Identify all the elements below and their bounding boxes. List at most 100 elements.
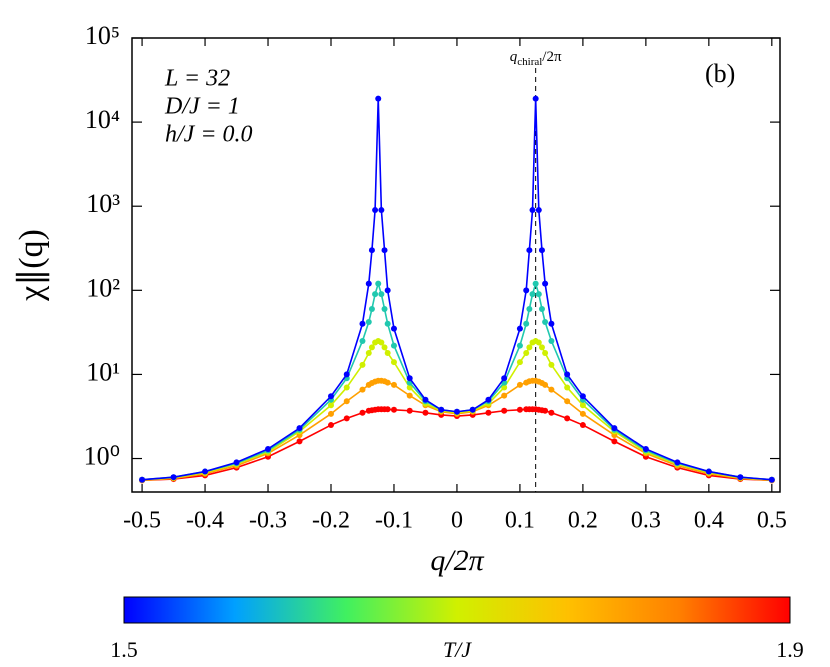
- x-tick-label: -0.2: [312, 508, 350, 534]
- series-marker: [501, 384, 508, 391]
- series-marker: [390, 325, 397, 332]
- series-marker: [438, 406, 445, 413]
- series-marker: [564, 371, 571, 378]
- series-marker: [170, 474, 177, 481]
- series-marker: [406, 392, 413, 399]
- series-marker: [485, 396, 492, 403]
- series-marker: [579, 422, 586, 429]
- series-marker: [381, 305, 388, 312]
- y-tick-label: 10⁰: [84, 441, 120, 470]
- series-marker: [542, 407, 549, 414]
- series-marker: [501, 375, 508, 382]
- series-marker: [406, 407, 413, 414]
- series-marker: [422, 396, 429, 403]
- series-marker: [538, 344, 545, 351]
- series-marker: [390, 359, 397, 366]
- series-marker: [532, 280, 539, 287]
- x-tick-label: 0.5: [757, 508, 787, 534]
- series-marker: [359, 361, 366, 368]
- colorbar: [123, 596, 791, 624]
- series-marker: [548, 320, 555, 327]
- series-marker: [453, 408, 460, 415]
- x-tick-label: -0.4: [186, 508, 224, 534]
- series-marker: [535, 207, 542, 214]
- plot-frame: [131, 37, 781, 493]
- series-marker: [535, 339, 542, 346]
- colorbar-label: T/J: [443, 637, 472, 662]
- series-marker: [327, 422, 334, 429]
- series-marker: [343, 415, 350, 422]
- series-marker: [579, 393, 586, 400]
- x-tick-label: 0.2: [568, 508, 598, 534]
- x-tick-label: -0.1: [375, 508, 413, 534]
- series-marker: [579, 410, 586, 417]
- series-marker: [368, 247, 375, 254]
- series-marker: [359, 409, 366, 416]
- series-marker: [542, 280, 549, 287]
- series-marker: [368, 344, 375, 351]
- series-marker: [390, 342, 397, 349]
- annotation: L = 32: [164, 66, 230, 92]
- series-line: [142, 280, 772, 481]
- series-marker: [548, 337, 555, 344]
- series-marker: [390, 406, 397, 413]
- series-marker: [359, 320, 366, 327]
- series-marker: [381, 344, 388, 351]
- annotation: h/J = 0.0: [165, 122, 253, 148]
- series-marker: [501, 392, 508, 399]
- series-marker: [516, 359, 523, 366]
- series-marker: [526, 305, 533, 312]
- series-marker: [523, 287, 530, 294]
- series-marker: [705, 468, 712, 475]
- x-tick-label: 0.3: [631, 508, 661, 534]
- series-marker: [296, 425, 303, 432]
- chiral-label-part: /2π: [542, 49, 562, 65]
- series-marker: [523, 349, 530, 356]
- series-marker: [532, 95, 539, 102]
- series-marker: [327, 410, 334, 417]
- series-marker: [564, 384, 571, 391]
- series-marker: [768, 476, 775, 483]
- series-marker: [296, 438, 303, 445]
- series-marker: [548, 361, 555, 368]
- series-marker: [202, 468, 209, 475]
- series-marker: [535, 291, 542, 298]
- series-marker: [359, 386, 366, 393]
- chiral-label-part: chiral: [517, 56, 542, 68]
- series-marker: [516, 406, 523, 413]
- x-tick-label: -0.3: [249, 508, 287, 534]
- panel-label: (b): [705, 59, 735, 88]
- series-marker: [343, 398, 350, 405]
- series-line: [142, 98, 772, 481]
- x-tick-label: 0: [451, 508, 463, 534]
- series-marker: [365, 319, 372, 326]
- series-marker: [548, 386, 555, 393]
- series-marker: [516, 342, 523, 349]
- series-marker: [327, 402, 334, 409]
- series-marker: [611, 438, 618, 445]
- series-marker: [737, 474, 744, 481]
- series-marker: [139, 476, 146, 483]
- series-marker: [378, 207, 385, 214]
- series-marker: [359, 337, 366, 344]
- series-marker: [564, 398, 571, 405]
- series-marker: [529, 207, 536, 214]
- series-marker: [384, 287, 391, 294]
- chiral-label: qchiral/2π: [510, 49, 562, 67]
- x-tick-label: 0.4: [694, 508, 724, 534]
- colorbar-tick-label: 1.9: [776, 637, 804, 662]
- series-marker: [390, 381, 397, 388]
- series-marker: [674, 459, 681, 466]
- series-marker: [406, 384, 413, 391]
- annotation: D/J = 1: [164, 94, 240, 120]
- series-marker: [501, 407, 508, 414]
- x-tick-label: -0.5: [123, 508, 161, 534]
- series-marker: [384, 379, 391, 386]
- y-tick-label: 10⁵: [85, 21, 120, 50]
- series-marker: [526, 344, 533, 351]
- series-marker: [384, 320, 391, 327]
- series-marker: [378, 291, 385, 298]
- series-marker: [579, 402, 586, 409]
- series-marker: [611, 425, 618, 432]
